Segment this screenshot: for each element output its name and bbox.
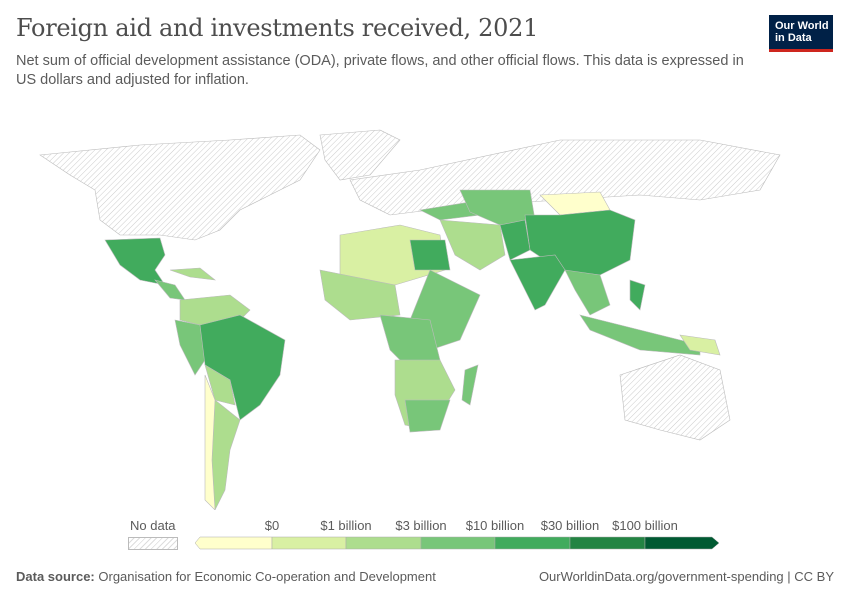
country-png bbox=[679, 334, 721, 356]
source-label: Data source: bbox=[16, 569, 95, 584]
country-egypt bbox=[409, 239, 451, 271]
legend-tick-label: $3 billion bbox=[395, 518, 447, 533]
legend-tick-label: $1 billion bbox=[320, 518, 372, 533]
legend-bin bbox=[345, 536, 422, 550]
region-middle-east bbox=[439, 219, 506, 271]
legend-bin bbox=[644, 536, 720, 550]
footer-source: Data source: Organisation for Economic C… bbox=[16, 569, 436, 584]
region-caribbean bbox=[169, 267, 217, 281]
country-madagascar bbox=[461, 364, 479, 406]
legend-tick-label: $100 billion bbox=[612, 518, 678, 533]
legend-bin bbox=[569, 536, 646, 550]
chart-title: Foreign aid and investments received, 20… bbox=[16, 14, 539, 42]
country-bolivia-paraguay bbox=[204, 364, 236, 406]
source-text: Organisation for Economic Co-operation a… bbox=[98, 569, 436, 584]
owid-logo[interactable]: Our World in Data bbox=[769, 15, 833, 52]
country-chile bbox=[204, 374, 216, 510]
chart-subtitle: Net sum of official development assistan… bbox=[16, 53, 744, 88]
region-west-africa bbox=[319, 269, 401, 321]
country-india bbox=[509, 254, 566, 311]
country-mexico bbox=[104, 237, 166, 286]
legend-tick-label: $10 billion bbox=[465, 518, 525, 533]
country-australia bbox=[619, 354, 731, 441]
legend-tick-label: $0 bbox=[264, 518, 280, 533]
legend-bar bbox=[195, 536, 720, 550]
country-south-africa bbox=[404, 399, 451, 433]
logo-line1: Our World bbox=[775, 20, 829, 32]
logo-line2: in Data bbox=[775, 32, 812, 44]
legend-no-data-label: No data bbox=[130, 518, 176, 533]
legend-no-data-swatch bbox=[128, 537, 178, 550]
country-pakistan-afghanistan bbox=[499, 219, 531, 261]
region-greenland bbox=[319, 129, 401, 181]
world-map[interactable] bbox=[0, 120, 850, 510]
legend-bin bbox=[494, 536, 571, 550]
country-argentina bbox=[211, 399, 241, 510]
region-europe-russia bbox=[349, 139, 781, 216]
region-north-america bbox=[39, 134, 321, 241]
region-central-asia bbox=[459, 189, 536, 226]
legend-bin bbox=[195, 536, 273, 550]
legend-bin bbox=[420, 536, 496, 550]
legend-bin bbox=[271, 536, 347, 550]
country-philippines bbox=[629, 279, 646, 311]
footer-url[interactable]: OurWorldinData.org/government-spending |… bbox=[538, 569, 834, 584]
region-central-america bbox=[154, 279, 186, 301]
country-peru-ecuador bbox=[174, 319, 206, 376]
color-legend: No data $0 $1 billion $3 billion $10 billio… bbox=[0, 510, 850, 555]
region-southeast-asia bbox=[564, 269, 611, 316]
legend-tick-label: $30 billion bbox=[540, 518, 600, 533]
